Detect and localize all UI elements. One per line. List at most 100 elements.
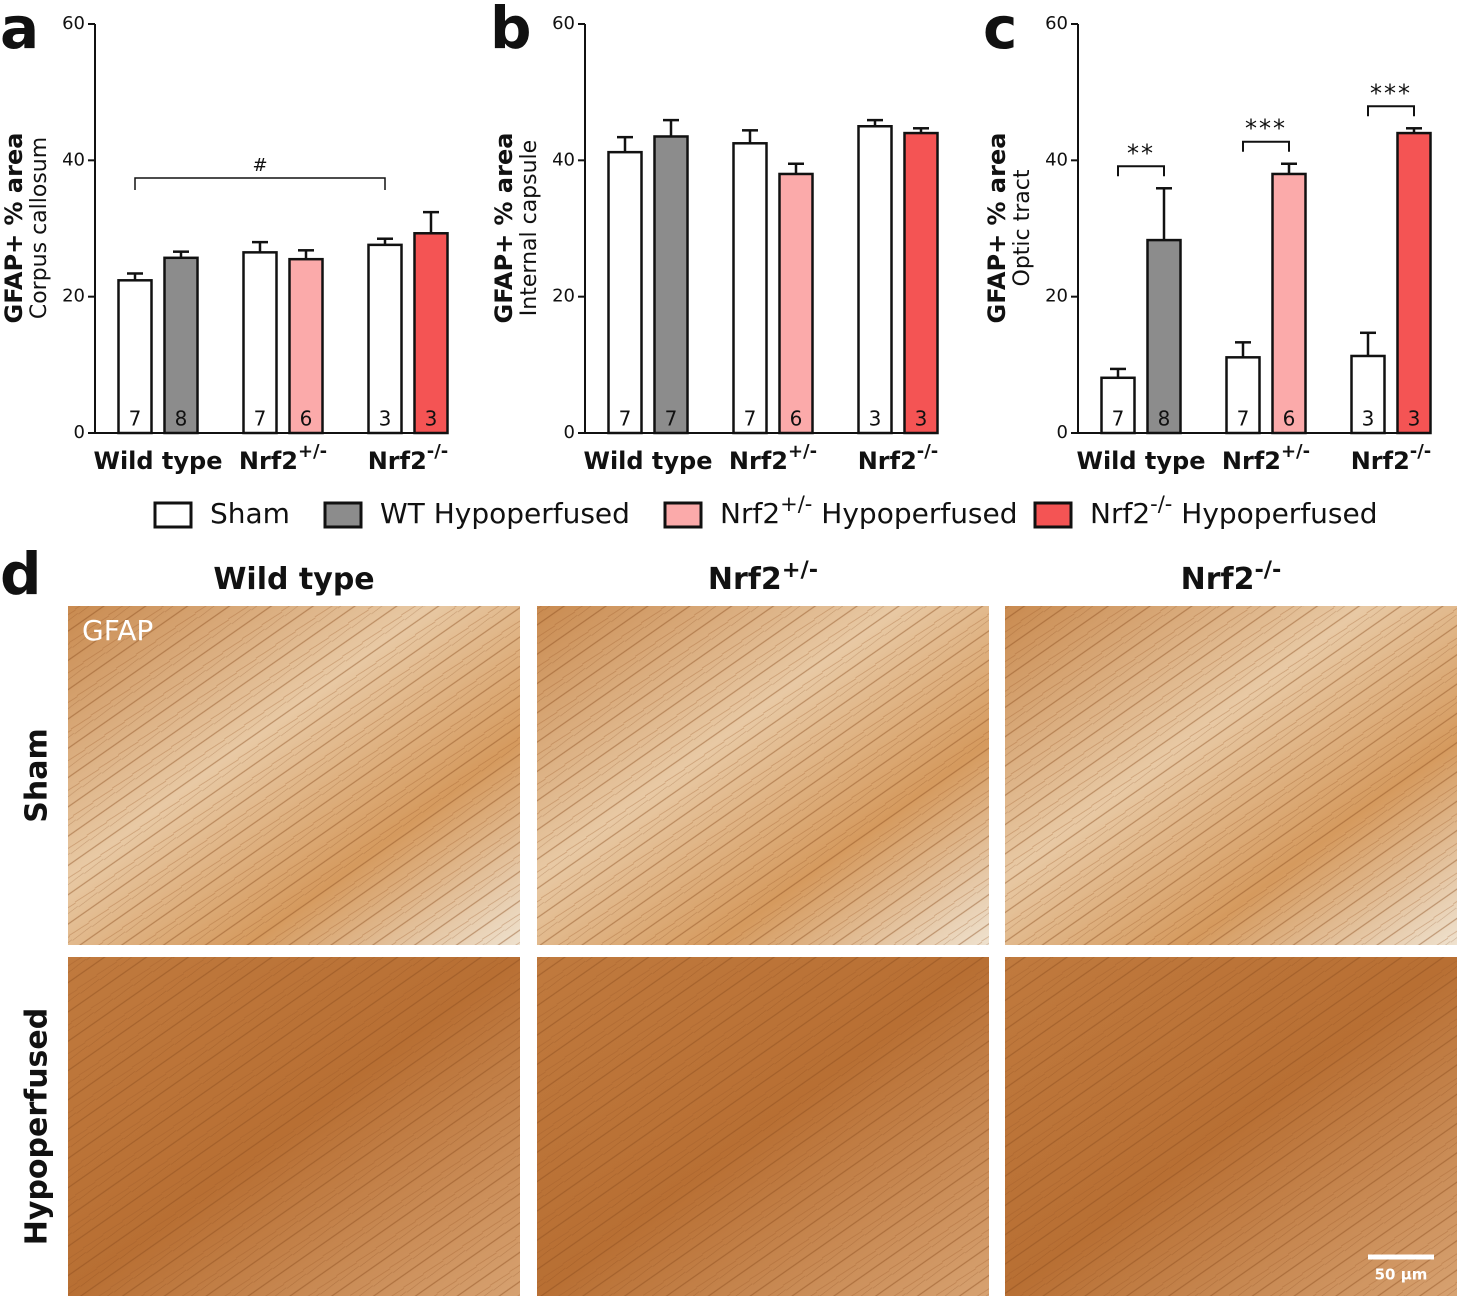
- n-label: 8: [1158, 407, 1171, 431]
- significance-label: ***: [1245, 115, 1287, 143]
- x-tick-label-sup: -/-: [427, 441, 449, 462]
- n-label: 3: [869, 407, 882, 431]
- y-tick-label: 20: [62, 286, 85, 307]
- x-tick-label: Wild type: [583, 447, 712, 475]
- n-label: 3: [1362, 407, 1375, 431]
- x-tick-label-base: Nrf2: [1222, 447, 1281, 475]
- significance-bracket: [1117, 165, 1165, 177]
- panel-label: d: [0, 540, 42, 608]
- n-label: 7: [619, 407, 632, 431]
- column-label: Nrf2-/-: [1181, 557, 1282, 597]
- y-axis-title: GFAP+ % area: [490, 133, 518, 324]
- column-label: Nrf2+/-: [708, 557, 818, 597]
- legend-label: Nrf2-/- Hypoperfused: [1090, 492, 1378, 530]
- legend-swatch: [1033, 501, 1073, 529]
- y-tick-label: 60: [62, 13, 85, 34]
- x-tick-label-sup: +/-: [298, 441, 327, 462]
- x-tick-label-base: Nrf2: [729, 447, 788, 475]
- row-label: Sham: [20, 728, 55, 822]
- bar: [367, 243, 403, 435]
- bar: [163, 256, 199, 435]
- column-label-base: Nrf2: [708, 562, 782, 597]
- legend-label: Sham: [210, 497, 290, 530]
- x-tick-label-sup: +/-: [1281, 441, 1310, 462]
- y-axis-subtitle: Corpus callosum: [27, 137, 52, 319]
- x-tick-label: Nrf2-/-: [1351, 441, 1432, 475]
- bar: [607, 150, 643, 435]
- bar: [1100, 376, 1136, 435]
- y-tick-label: 0: [564, 422, 575, 443]
- n-label: 6: [1283, 407, 1296, 431]
- legend-label-base: Nrf2: [1090, 497, 1150, 530]
- y-axis-subtitle: Internal capsule: [517, 140, 542, 316]
- column-label-base: Wild type: [213, 562, 374, 597]
- y-tick-label: 60: [1045, 13, 1068, 34]
- panel-label: c: [983, 0, 1017, 62]
- y-tick-label: 60: [552, 13, 575, 34]
- x-tick-label-base: Wild type: [1076, 447, 1205, 475]
- y-axis-title: GFAP+ % area: [983, 133, 1011, 324]
- bar: [242, 251, 278, 435]
- x-tick-label-base: Nrf2: [368, 447, 427, 475]
- bar: [1350, 354, 1386, 435]
- y-axis-title: GFAP+ % area: [0, 133, 28, 324]
- x-tick-label-base: Nrf2: [239, 447, 298, 475]
- column-label-sup: -/-: [1254, 557, 1281, 583]
- n-label: 7: [744, 407, 757, 431]
- y-tick-label: 0: [1057, 422, 1068, 443]
- n-label: 7: [1112, 407, 1125, 431]
- n-label: 7: [665, 407, 678, 431]
- significance-label: #: [252, 155, 267, 176]
- x-tick-label-base: Nrf2: [858, 447, 917, 475]
- significance-label: ***: [1370, 79, 1412, 107]
- legend-swatch: [663, 501, 703, 529]
- bar: [653, 135, 689, 435]
- bar: [903, 131, 939, 435]
- bar: [288, 257, 324, 435]
- column-label-sup: +/-: [782, 557, 818, 583]
- significance-label: **: [1127, 139, 1155, 167]
- legend-label-rest: Hypoperfused: [812, 497, 1017, 530]
- row-label: Hypoperfused: [20, 1008, 55, 1245]
- column-label-base: Nrf2: [1181, 562, 1255, 597]
- legend-label-rest: Hypoperfused: [1172, 497, 1377, 530]
- micrograph-texture: [537, 957, 989, 1296]
- significance-bracket: [134, 177, 386, 190]
- x-tick-label-sup: +/-: [788, 441, 817, 462]
- micrograph-texture: [68, 957, 520, 1296]
- y-tick-label: 40: [1045, 149, 1068, 170]
- y-tick-label: 20: [552, 286, 575, 307]
- y-axis-subtitle: Optic tract: [1010, 169, 1035, 286]
- n-label: 7: [1237, 407, 1250, 431]
- x-tick-label: Wild type: [1076, 447, 1205, 475]
- micrograph-texture: [68, 606, 520, 945]
- x-tick-label: Nrf2+/-: [239, 441, 327, 475]
- panel-label: b: [490, 0, 532, 62]
- y-tick-label: 40: [62, 149, 85, 170]
- legend-label-sup: +/-: [780, 492, 812, 516]
- x-tick-label-sup: -/-: [917, 441, 939, 462]
- n-label: 8: [175, 407, 188, 431]
- legend-swatch: [323, 501, 363, 529]
- bar: [778, 172, 814, 435]
- legend-swatch: [153, 501, 193, 529]
- bar: [1146, 238, 1182, 435]
- legend-label-base: Nrf2: [720, 497, 780, 530]
- x-tick-label-base: Wild type: [93, 447, 222, 475]
- y-tick-label: 0: [74, 422, 85, 443]
- bar: [732, 142, 768, 435]
- x-tick-label-base: Nrf2: [1351, 447, 1410, 475]
- x-tick-label: Nrf2+/-: [729, 441, 817, 475]
- bar: [1271, 172, 1307, 435]
- n-label: 3: [379, 407, 392, 431]
- bar: [857, 125, 893, 435]
- legend-label: Nrf2+/- Hypoperfused: [720, 492, 1018, 530]
- legend-label-base: WT Hypoperfused: [380, 497, 630, 530]
- x-tick-label: Nrf2-/-: [368, 441, 449, 475]
- column-label: Wild type: [213, 562, 374, 597]
- y-tick-label: 20: [1045, 286, 1068, 307]
- bar: [1225, 356, 1261, 435]
- n-label: 3: [915, 407, 928, 431]
- bar: [1396, 131, 1432, 435]
